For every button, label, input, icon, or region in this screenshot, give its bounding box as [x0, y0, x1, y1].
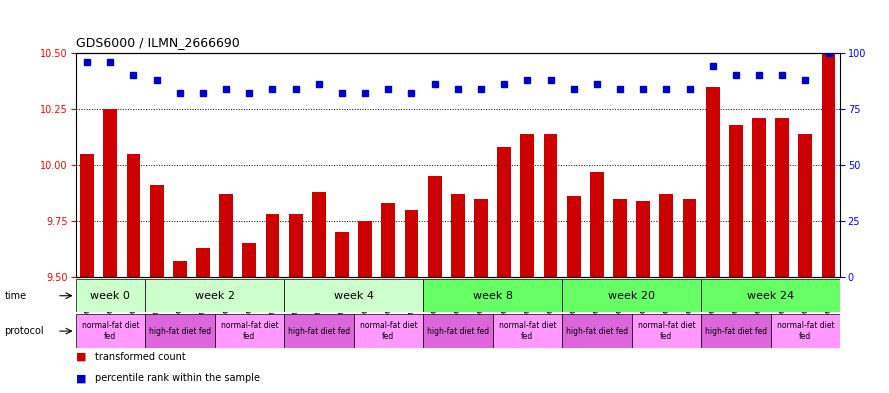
Bar — [428, 176, 442, 277]
Bar — [312, 192, 325, 277]
Bar — [752, 118, 766, 277]
Text: week 0: week 0 — [91, 291, 131, 301]
Text: week 20: week 20 — [608, 291, 655, 301]
Bar — [566, 196, 581, 277]
Bar — [196, 248, 210, 277]
Bar — [729, 125, 743, 277]
Text: week 8: week 8 — [473, 291, 513, 301]
Bar — [266, 214, 279, 277]
Text: high-fat diet fed: high-fat diet fed — [148, 327, 211, 336]
Bar — [474, 199, 488, 277]
Bar — [126, 154, 140, 277]
Text: normal-fat diet
fed: normal-fat diet fed — [220, 321, 278, 341]
Bar — [172, 261, 187, 277]
Text: high-fat diet fed: high-fat diet fed — [427, 327, 489, 336]
Bar — [771, 314, 840, 348]
Bar — [613, 199, 627, 277]
Bar — [404, 210, 419, 277]
Bar — [798, 134, 813, 277]
Text: protocol: protocol — [4, 326, 44, 336]
Bar — [243, 243, 256, 277]
Bar — [562, 314, 631, 348]
Bar — [821, 53, 836, 277]
Bar — [590, 172, 604, 277]
Text: normal-fat diet
fed: normal-fat diet fed — [499, 321, 557, 341]
Bar — [701, 279, 840, 312]
Bar — [660, 194, 673, 277]
Text: week 2: week 2 — [195, 291, 235, 301]
Bar — [562, 279, 701, 312]
Text: high-fat diet fed: high-fat diet fed — [288, 327, 350, 336]
Bar — [145, 314, 214, 348]
Bar — [637, 201, 650, 277]
Bar — [358, 221, 372, 277]
Text: percentile rank within the sample: percentile rank within the sample — [95, 373, 260, 383]
Bar — [631, 314, 701, 348]
Text: ■: ■ — [76, 352, 86, 362]
Bar — [423, 314, 493, 348]
Bar — [423, 279, 562, 312]
Bar — [775, 118, 789, 277]
Text: transformed count: transformed count — [95, 352, 186, 362]
Bar — [335, 232, 349, 277]
Bar — [497, 147, 511, 277]
Text: normal-fat diet
fed: normal-fat diet fed — [776, 321, 834, 341]
Text: ■: ■ — [76, 373, 86, 383]
Text: normal-fat diet
fed: normal-fat diet fed — [82, 321, 140, 341]
Bar — [706, 87, 719, 277]
Bar — [220, 194, 233, 277]
Bar — [76, 279, 145, 312]
Bar — [683, 199, 696, 277]
Bar — [149, 185, 164, 277]
Text: high-fat diet fed: high-fat diet fed — [565, 327, 628, 336]
Bar — [289, 214, 302, 277]
Text: normal-fat diet
fed: normal-fat diet fed — [359, 321, 417, 341]
Bar — [543, 134, 557, 277]
Bar — [284, 279, 423, 312]
Text: time: time — [4, 291, 27, 301]
Text: normal-fat diet
fed: normal-fat diet fed — [637, 321, 695, 341]
Text: week 24: week 24 — [747, 291, 794, 301]
Bar — [451, 194, 465, 277]
Text: GDS6000 / ILMN_2666690: GDS6000 / ILMN_2666690 — [76, 36, 239, 49]
Bar — [76, 314, 145, 348]
Bar — [381, 203, 396, 277]
Text: week 4: week 4 — [333, 291, 373, 301]
Bar — [354, 314, 423, 348]
Bar — [214, 314, 284, 348]
Text: high-fat diet fed: high-fat diet fed — [705, 327, 767, 336]
Bar — [103, 109, 117, 277]
Bar — [145, 279, 284, 312]
Bar — [284, 314, 354, 348]
Bar — [520, 134, 534, 277]
Bar — [493, 314, 562, 348]
Bar — [80, 154, 94, 277]
Bar — [701, 314, 771, 348]
